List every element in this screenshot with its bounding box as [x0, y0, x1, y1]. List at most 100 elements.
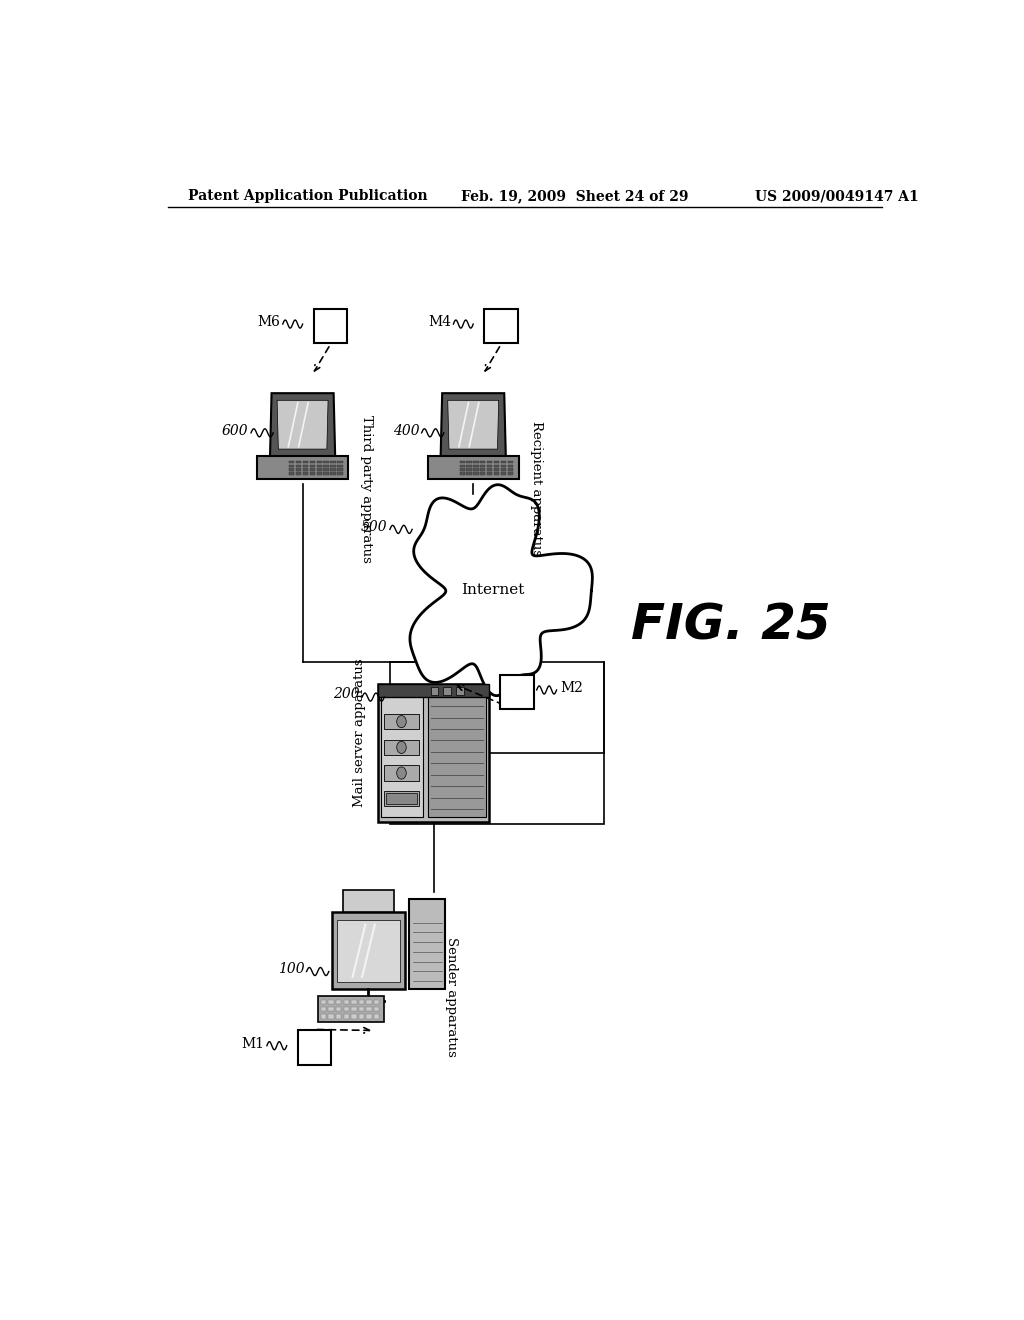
FancyBboxPatch shape	[480, 469, 485, 471]
FancyBboxPatch shape	[332, 912, 406, 989]
FancyBboxPatch shape	[460, 461, 465, 463]
FancyBboxPatch shape	[501, 461, 506, 463]
FancyBboxPatch shape	[500, 675, 534, 709]
FancyBboxPatch shape	[374, 1007, 379, 1011]
FancyBboxPatch shape	[495, 465, 500, 467]
Polygon shape	[257, 457, 348, 479]
FancyBboxPatch shape	[410, 899, 445, 989]
FancyBboxPatch shape	[289, 461, 294, 463]
FancyBboxPatch shape	[473, 461, 478, 463]
FancyBboxPatch shape	[467, 469, 472, 471]
FancyBboxPatch shape	[351, 1007, 356, 1011]
FancyBboxPatch shape	[289, 465, 294, 467]
FancyBboxPatch shape	[473, 465, 478, 467]
FancyBboxPatch shape	[473, 473, 478, 474]
FancyBboxPatch shape	[495, 469, 500, 471]
FancyBboxPatch shape	[480, 461, 485, 463]
Text: 100: 100	[278, 962, 304, 977]
FancyBboxPatch shape	[430, 688, 438, 694]
FancyBboxPatch shape	[321, 1007, 327, 1011]
Text: Feb. 19, 2009  Sheet 24 of 29: Feb. 19, 2009 Sheet 24 of 29	[461, 189, 689, 203]
Text: FIG. 25: FIG. 25	[632, 602, 830, 649]
FancyBboxPatch shape	[324, 465, 329, 467]
FancyBboxPatch shape	[336, 1014, 341, 1019]
Polygon shape	[410, 484, 592, 696]
Polygon shape	[386, 793, 417, 804]
FancyBboxPatch shape	[298, 1031, 331, 1065]
FancyBboxPatch shape	[487, 465, 493, 467]
Text: US 2009/0049147 A1: US 2009/0049147 A1	[755, 189, 919, 203]
Text: 200: 200	[333, 686, 359, 701]
FancyBboxPatch shape	[337, 469, 342, 471]
FancyBboxPatch shape	[318, 997, 384, 1022]
FancyBboxPatch shape	[296, 473, 301, 474]
FancyBboxPatch shape	[303, 465, 308, 467]
FancyBboxPatch shape	[316, 461, 322, 463]
FancyBboxPatch shape	[487, 473, 493, 474]
FancyBboxPatch shape	[501, 473, 506, 474]
Text: Sender apparatus: Sender apparatus	[445, 937, 459, 1057]
FancyBboxPatch shape	[428, 689, 486, 817]
FancyBboxPatch shape	[460, 465, 465, 467]
FancyBboxPatch shape	[467, 465, 472, 467]
FancyBboxPatch shape	[321, 999, 327, 1005]
FancyBboxPatch shape	[344, 1007, 349, 1011]
FancyBboxPatch shape	[358, 1007, 365, 1011]
FancyBboxPatch shape	[358, 1014, 365, 1019]
FancyBboxPatch shape	[378, 684, 489, 821]
FancyBboxPatch shape	[473, 469, 478, 471]
FancyBboxPatch shape	[508, 465, 513, 467]
FancyBboxPatch shape	[337, 473, 342, 474]
FancyBboxPatch shape	[313, 309, 347, 343]
FancyBboxPatch shape	[480, 465, 485, 467]
FancyBboxPatch shape	[331, 473, 336, 474]
Text: Internet: Internet	[462, 583, 524, 598]
Circle shape	[396, 742, 407, 754]
FancyBboxPatch shape	[487, 461, 493, 463]
FancyBboxPatch shape	[303, 461, 308, 463]
FancyBboxPatch shape	[336, 999, 341, 1005]
FancyBboxPatch shape	[484, 309, 518, 343]
FancyBboxPatch shape	[329, 1014, 334, 1019]
FancyBboxPatch shape	[467, 461, 472, 463]
Text: Third party apparatus: Third party apparatus	[359, 414, 373, 562]
FancyBboxPatch shape	[351, 999, 356, 1005]
FancyBboxPatch shape	[367, 1014, 372, 1019]
FancyBboxPatch shape	[344, 999, 349, 1005]
FancyBboxPatch shape	[309, 469, 314, 471]
Text: M6: M6	[257, 315, 281, 329]
FancyBboxPatch shape	[358, 999, 365, 1005]
FancyBboxPatch shape	[296, 461, 301, 463]
FancyBboxPatch shape	[303, 473, 308, 474]
FancyBboxPatch shape	[329, 999, 334, 1005]
FancyBboxPatch shape	[351, 1014, 356, 1019]
Text: M2: M2	[560, 681, 584, 694]
Text: 600: 600	[222, 424, 249, 438]
FancyBboxPatch shape	[289, 469, 294, 471]
FancyBboxPatch shape	[337, 920, 399, 982]
FancyBboxPatch shape	[331, 461, 336, 463]
Polygon shape	[440, 393, 506, 457]
FancyBboxPatch shape	[384, 714, 419, 729]
FancyBboxPatch shape	[303, 469, 308, 471]
FancyBboxPatch shape	[508, 469, 513, 471]
FancyBboxPatch shape	[508, 461, 513, 463]
FancyBboxPatch shape	[384, 766, 419, 780]
FancyBboxPatch shape	[480, 473, 485, 474]
FancyBboxPatch shape	[309, 465, 314, 467]
FancyBboxPatch shape	[378, 684, 489, 697]
FancyBboxPatch shape	[337, 465, 342, 467]
Text: Patent Application Publication: Patent Application Publication	[187, 189, 427, 203]
FancyBboxPatch shape	[337, 461, 342, 463]
FancyBboxPatch shape	[467, 473, 472, 474]
FancyBboxPatch shape	[374, 999, 379, 1005]
FancyBboxPatch shape	[309, 473, 314, 474]
FancyBboxPatch shape	[331, 469, 336, 471]
FancyBboxPatch shape	[495, 461, 500, 463]
FancyBboxPatch shape	[343, 890, 394, 912]
Text: 400: 400	[392, 424, 419, 438]
Text: M4: M4	[428, 315, 451, 329]
FancyBboxPatch shape	[331, 465, 336, 467]
Text: 500: 500	[360, 520, 387, 535]
Text: Recipient apparatus: Recipient apparatus	[530, 421, 544, 556]
